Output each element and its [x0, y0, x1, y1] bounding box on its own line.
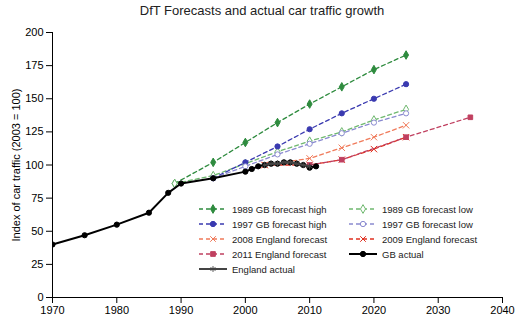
svg-text:125: 125 — [25, 125, 43, 137]
html-text:1989 GB forecast high: 1989 GB forecast high — [232, 203, 327, 215]
html-text:England actual: England actual — [232, 263, 295, 275]
html-text:2008 England forecast: 2008 England forecast — [232, 233, 328, 245]
svg-text:1990: 1990 — [169, 304, 193, 316]
svg-text:75: 75 — [31, 192, 43, 204]
html-text:1997 GB forecast low: 1997 GB forecast low — [382, 218, 473, 230]
svg-text:25: 25 — [31, 258, 43, 270]
html-text:DfT Forecasts and actual car t: DfT Forecasts and actual car traffic gro… — [139, 3, 385, 18]
svg-text:2040: 2040 — [490, 304, 514, 316]
svg-text:2020: 2020 — [362, 304, 386, 316]
svg-text:2010: 2010 — [297, 304, 321, 316]
svg-text:50: 50 — [31, 225, 43, 237]
html-text:1997 GB forecast high: 1997 GB forecast high — [232, 218, 327, 230]
html-text:2009 England forecast: 2009 England forecast — [382, 233, 478, 245]
svg-text:2000: 2000 — [233, 304, 257, 316]
svg-text:1980: 1980 — [105, 304, 129, 316]
svg-text:200: 200 — [25, 26, 43, 38]
html-text:GB actual: GB actual — [382, 248, 424, 260]
svg-text:175: 175 — [25, 59, 43, 71]
svg-text:150: 150 — [25, 92, 43, 104]
svg-text:0: 0 — [37, 291, 43, 303]
svg-text:100: 100 — [25, 159, 43, 171]
svg-text:2030: 2030 — [426, 304, 450, 316]
html-text:2011 England forecast: 2011 England forecast — [232, 248, 327, 260]
svg-text:1970: 1970 — [40, 304, 64, 316]
svg-text:Index of car traffic (2003 = 1: Index of car traffic (2003 = 100) — [10, 89, 22, 242]
html-text:1989 GB forecast low: 1989 GB forecast low — [382, 203, 473, 215]
